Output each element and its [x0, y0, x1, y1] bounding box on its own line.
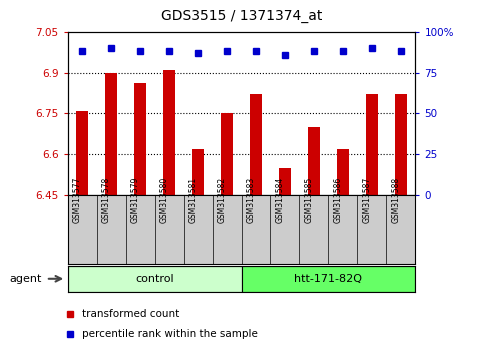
- Text: GSM313588: GSM313588: [392, 177, 401, 223]
- Text: control: control: [135, 274, 174, 284]
- Text: GSM313577: GSM313577: [73, 177, 82, 223]
- Text: GSM313582: GSM313582: [218, 177, 227, 223]
- Text: GSM313586: GSM313586: [334, 177, 343, 223]
- Text: GSM313585: GSM313585: [305, 177, 314, 223]
- Text: GSM313580: GSM313580: [160, 177, 169, 223]
- Text: GSM313587: GSM313587: [363, 177, 372, 223]
- Bar: [250, 94, 262, 195]
- Text: GSM313584: GSM313584: [276, 177, 285, 223]
- Text: transformed count: transformed count: [82, 309, 179, 319]
- Text: GSM313583: GSM313583: [247, 177, 256, 223]
- Bar: [134, 84, 146, 195]
- Text: percentile rank within the sample: percentile rank within the sample: [82, 329, 258, 339]
- Bar: [221, 113, 233, 195]
- Bar: [242, 266, 415, 292]
- Text: GSM313581: GSM313581: [189, 177, 198, 223]
- Bar: [192, 149, 204, 195]
- Text: GDS3515 / 1371374_at: GDS3515 / 1371374_at: [161, 9, 322, 23]
- Text: agent: agent: [10, 274, 42, 284]
- Text: GSM313578: GSM313578: [102, 177, 111, 223]
- Bar: [163, 70, 175, 195]
- Text: htt-171-82Q: htt-171-82Q: [295, 274, 362, 284]
- Bar: [279, 167, 291, 195]
- Bar: [308, 127, 320, 195]
- Text: GSM313579: GSM313579: [131, 177, 140, 223]
- Bar: [105, 73, 117, 195]
- Bar: [337, 149, 349, 195]
- Bar: [76, 110, 88, 195]
- Bar: [395, 94, 407, 195]
- Bar: [68, 266, 242, 292]
- Bar: [366, 94, 378, 195]
